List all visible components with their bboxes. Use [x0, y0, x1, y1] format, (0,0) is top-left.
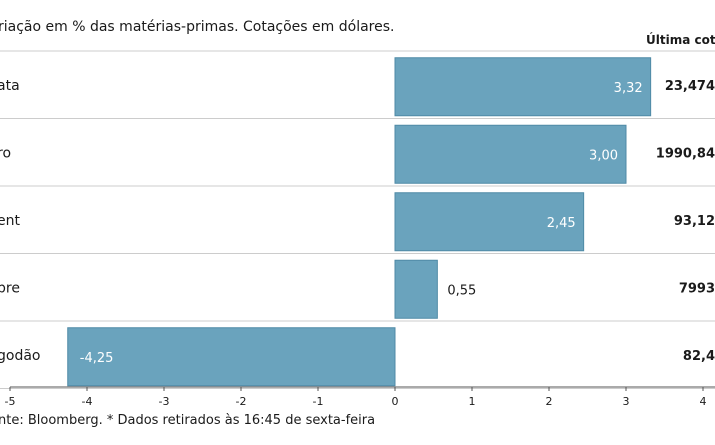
x-tick-label: 4 — [700, 395, 707, 408]
quote-value: 93,12 — [674, 214, 715, 229]
x-tick-label: -5 — [5, 395, 16, 408]
x-tick-label: -3 — [159, 395, 170, 408]
bar — [394, 192, 585, 252]
source-footnote: nte: Bloomberg. * Dados retirados às 16:… — [0, 413, 375, 428]
x-tick-label: -1 — [313, 395, 324, 408]
x-tick-label: 0 — [392, 395, 399, 408]
category-label: godão — [0, 348, 40, 364]
category-label: ro — [0, 145, 11, 161]
quote-value: 7993 — [679, 281, 715, 296]
quote-column-header: Última cotaç — [646, 32, 715, 47]
bar — [394, 57, 652, 117]
bar-value-label: 2,45 — [547, 216, 576, 231]
bars-layer: 3,32 3,00 2,45 0,55 -4,25 — [67, 57, 652, 387]
bar-value-label: -4,25 — [80, 351, 114, 366]
x-tick-label: 3 — [623, 395, 630, 408]
x-tick-label: -4 — [82, 395, 93, 408]
bar-value-label: 3,32 — [614, 81, 643, 96]
quote-value: 1990,84 — [656, 146, 715, 161]
bar-value-label: 3,00 — [589, 148, 618, 163]
bar-value-label: 0,55 — [447, 283, 476, 298]
x-axis: -5 -4 -3 -2 -1 0 1 2 3 4 — [5, 386, 715, 408]
category-label: ata — [0, 78, 20, 94]
bar — [67, 327, 396, 387]
bar — [394, 124, 627, 184]
rows-layer: ata 23,474 ro 1990,84 ent 93,12 bre 7993 godão 82… — [0, 50, 715, 389]
x-tick-label: 1 — [469, 395, 476, 408]
x-tick-label: 2 — [546, 395, 553, 408]
chart-subtitle: riação em % das matérias-primas. Cotaçõe… — [0, 19, 394, 35]
category-label: ent — [0, 213, 20, 229]
quote-value: 23,474 — [665, 79, 715, 94]
x-tick-label: -2 — [236, 395, 247, 408]
category-label: bre — [0, 280, 20, 296]
quote-value: 82,4 — [683, 349, 715, 364]
bar — [394, 259, 438, 319]
